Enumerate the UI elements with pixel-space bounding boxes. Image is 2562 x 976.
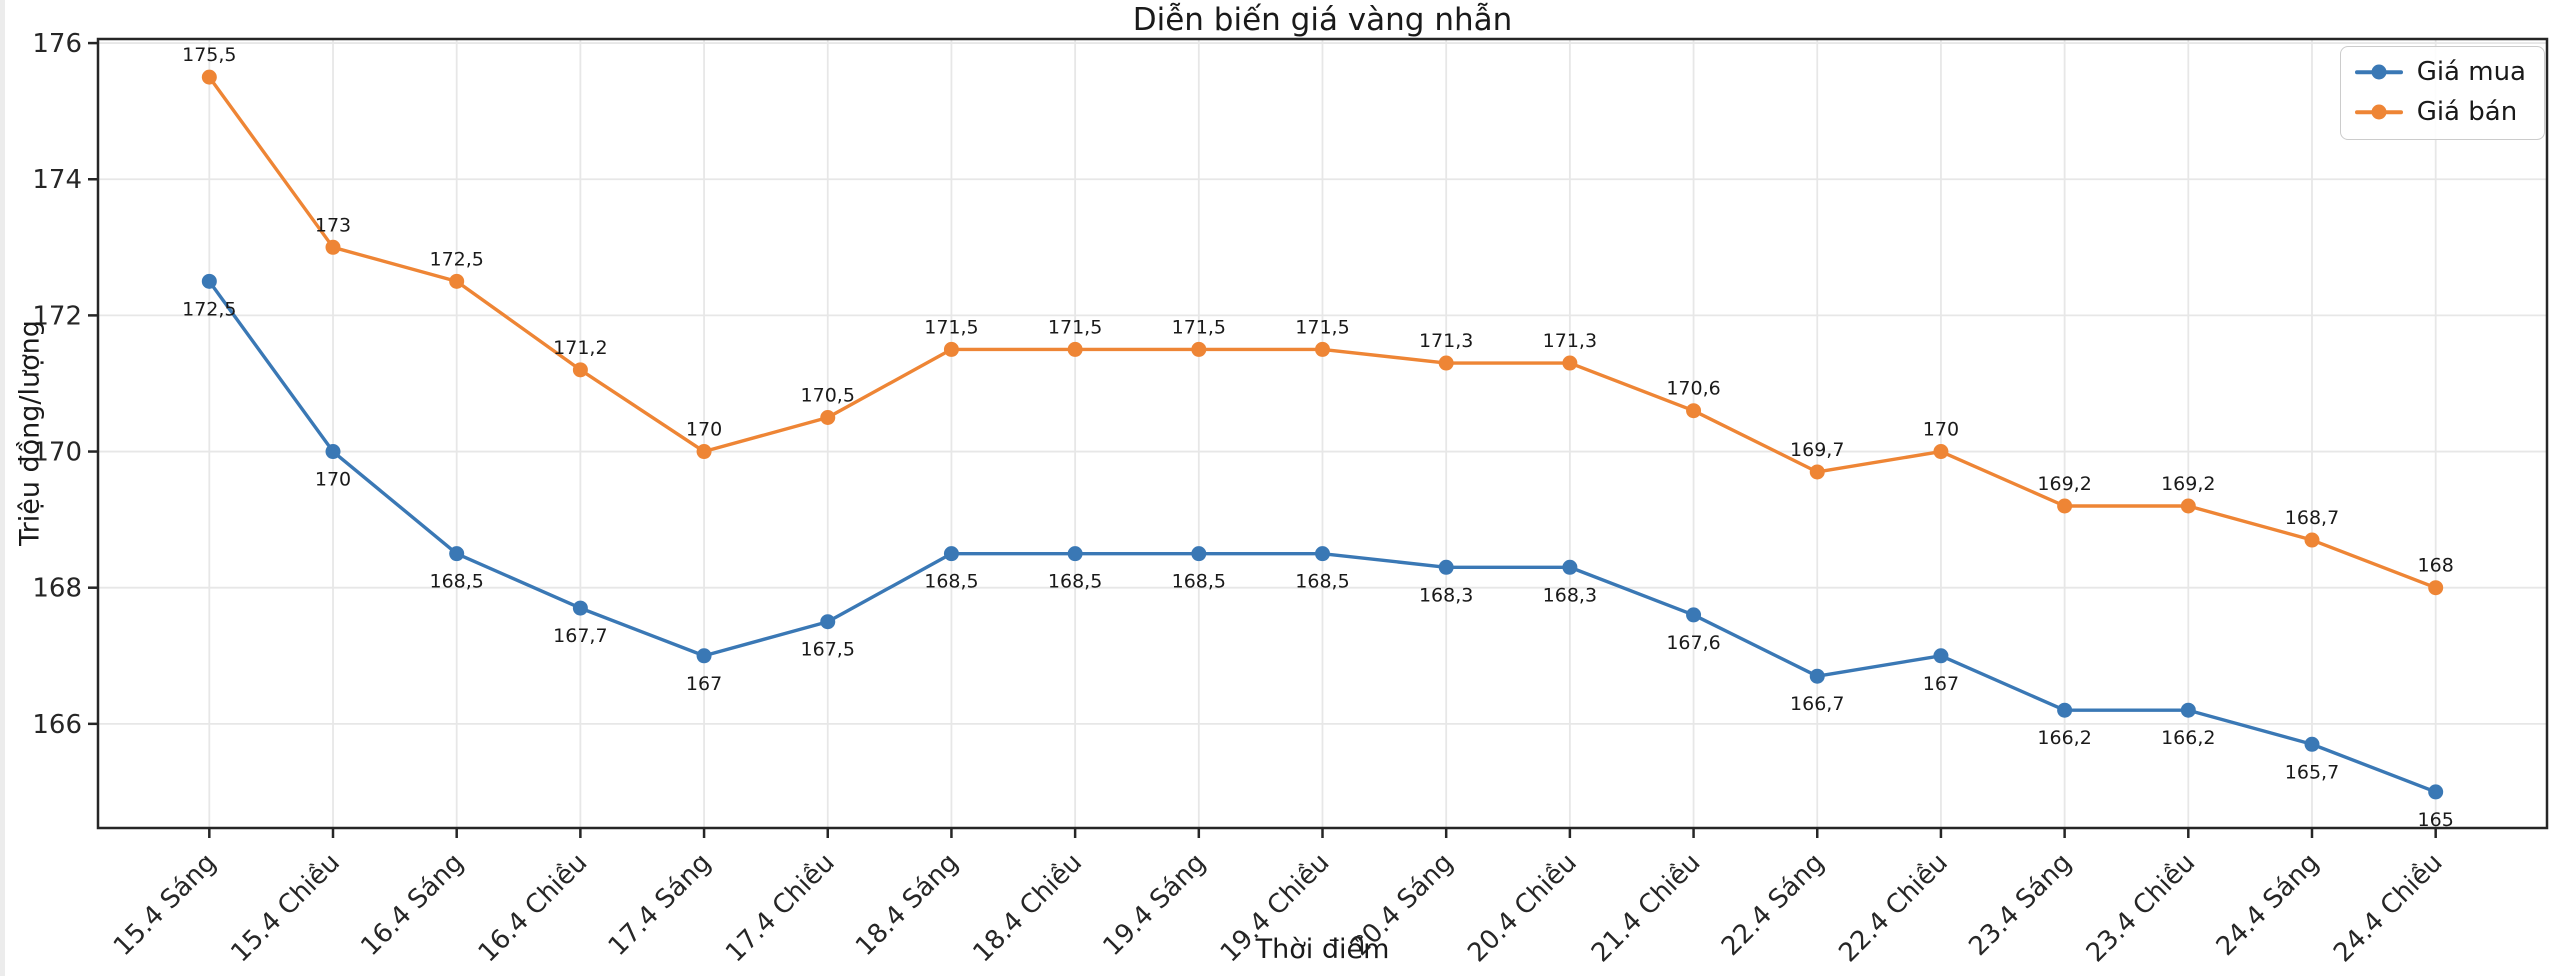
data-point-label-giá-bán: 175,5 (182, 44, 236, 66)
data-point-label-giá-bán: 173 (315, 214, 351, 236)
data-point-giá-bán (1686, 403, 1702, 419)
legend-marker-giá-mua (2354, 64, 2403, 80)
data-point-label-giá-mua: 168,3 (1419, 584, 1473, 606)
data-point-giá-bán (572, 362, 588, 378)
data-point-label-giá-mua: 167 (1923, 673, 1959, 695)
data-point-giá-mua (2180, 702, 2196, 718)
data-point-label-giá-mua: 167 (686, 673, 722, 695)
data-point-giá-mua (325, 444, 341, 460)
data-point-label-giá-bán: 170,6 (1666, 378, 1720, 400)
data-point-label-giá-bán: 171,5 (1172, 316, 1226, 338)
data-point-label-giá-bán: 168,7 (2285, 507, 2339, 529)
data-point-label-giá-bán: 170,5 (801, 385, 855, 407)
data-point-label-giá-bán: 171,3 (1419, 330, 1473, 352)
data-point-giá-mua (1562, 559, 1578, 575)
data-point-giá-mua (1933, 648, 1949, 664)
y-tick-label: 176 (32, 29, 82, 59)
data-point-giá-bán (2428, 580, 2444, 596)
data-point-label-giá-mua: 168,5 (1172, 571, 1226, 593)
data-point-giá-mua (2057, 702, 2073, 718)
y-tick-label: 172 (32, 301, 82, 331)
data-point-label-giá-mua: 167,5 (801, 639, 855, 661)
data-point-giá-mua (1438, 559, 1454, 575)
legend-marker-giá-bán (2354, 104, 2403, 120)
data-point-label-giá-bán: 171,5 (1295, 316, 1349, 338)
data-point-label-giá-bán: 171,2 (553, 337, 607, 359)
data-point-label-giá-bán: 169,2 (2161, 473, 2215, 495)
legend: Giá mua Giá bán (2339, 46, 2545, 140)
data-point-giá-mua (2428, 784, 2444, 800)
data-point-giá-bán (2057, 498, 2073, 514)
data-point-giá-bán (1438, 355, 1454, 371)
data-point-giá-bán (449, 273, 465, 289)
data-point-label-giá-mua: 168,5 (924, 571, 978, 593)
y-tick-label: 168 (32, 574, 82, 604)
data-point-giá-bán (1315, 341, 1330, 357)
data-point-label-giá-mua: 168,5 (429, 571, 483, 593)
data-point-giá-mua (1067, 546, 1083, 562)
data-point-label-giá-bán: 169,2 (2037, 473, 2091, 495)
data-point-label-giá-mua: 172,5 (182, 298, 236, 320)
data-point-label-giá-mua: 165,7 (2285, 761, 2339, 783)
legend-item-giá-bán: Giá bán (2354, 97, 2526, 127)
data-point-giá-mua (943, 546, 959, 562)
data-point-giá-bán (1933, 444, 1949, 460)
x-axis-label: Thời điểm (1255, 934, 1390, 965)
data-point-label-giá-bán: 171,5 (1048, 316, 1102, 338)
data-point-giá-bán (201, 69, 217, 85)
data-point-giá-mua (1686, 607, 1702, 623)
data-point-giá-bán (696, 444, 712, 460)
data-point-label-giá-bán: 169,7 (1790, 439, 1844, 461)
data-point-giá-mua (1809, 668, 1825, 684)
data-point-giá-bán (1562, 355, 1578, 371)
data-point-giá-mua (2304, 736, 2320, 752)
data-point-label-giá-bán: 170 (686, 419, 722, 441)
data-point-label-giá-bán: 171,3 (1543, 330, 1597, 352)
data-point-giá-mua (1191, 546, 1207, 562)
y-axis-label: Triệu đồng/lượng (14, 320, 46, 546)
data-point-giá-mua (572, 600, 588, 616)
data-point-giá-bán (325, 239, 341, 255)
data-point-label-giá-mua: 166,2 (2037, 727, 2091, 749)
data-point-giá-bán (1067, 341, 1083, 357)
data-point-label-giá-mua: 168,5 (1295, 571, 1349, 593)
data-point-label-giá-bán: 172,5 (429, 248, 483, 270)
data-point-giá-mua (820, 614, 836, 630)
chart-title: Diễn biến giá vàng nhẫn (1132, 2, 1513, 38)
data-point-label-giá-mua: 166,7 (1790, 693, 1844, 715)
data-point-label-giá-mua: 167,7 (553, 625, 607, 647)
data-point-giá-bán (1809, 464, 1825, 480)
data-point-label-giá-bán: 171,5 (924, 316, 978, 338)
data-point-giá-mua (1315, 546, 1330, 562)
data-point-giá-mua (696, 648, 712, 664)
data-point-label-giá-mua: 166,2 (2161, 727, 2215, 749)
data-point-giá-bán (943, 341, 959, 357)
data-point-label-giá-mua: 168,5 (1048, 571, 1102, 593)
screen-edge-strip (0, 0, 5, 976)
data-point-giá-bán (1191, 341, 1207, 357)
y-tick-label: 174 (32, 165, 82, 195)
data-point-giá-mua (449, 546, 465, 562)
y-tick-label: 166 (32, 710, 82, 740)
data-point-label-giá-bán: 168 (2418, 555, 2454, 577)
data-point-label-giá-bán: 170 (1923, 419, 1959, 441)
data-point-label-giá-mua: 168,3 (1543, 584, 1597, 606)
data-point-giá-bán (2304, 532, 2320, 548)
data-point-giá-bán (2180, 498, 2196, 514)
legend-label-giá-mua: Giá mua (2416, 57, 2526, 87)
data-point-label-giá-mua: 165 (2418, 809, 2454, 831)
data-point-label-giá-mua: 170 (315, 469, 351, 491)
legend-item-giá-mua: Giá mua (2354, 57, 2526, 87)
y-tick-label: 170 (32, 438, 82, 468)
data-point-label-giá-mua: 167,6 (1666, 632, 1720, 654)
data-point-giá-bán (820, 410, 836, 426)
data-point-giá-mua (201, 273, 217, 289)
legend-label-giá-bán: Giá bán (2416, 97, 2518, 127)
